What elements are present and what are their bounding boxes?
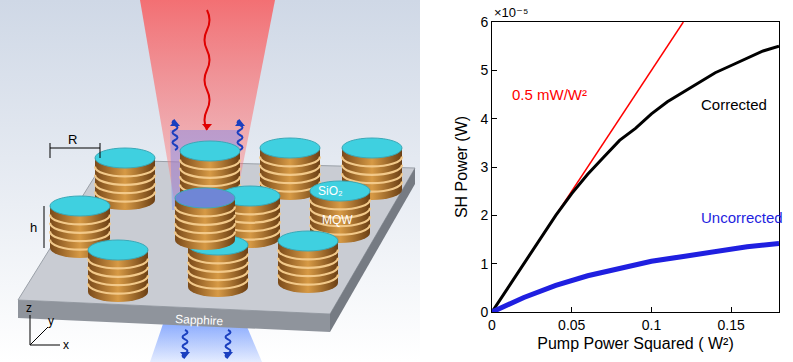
svg-text:z: z xyxy=(26,301,32,315)
svg-text:6: 6 xyxy=(480,14,488,30)
svg-text:h: h xyxy=(30,220,37,235)
svg-text:Corrected: Corrected xyxy=(701,96,767,113)
svg-text:1: 1 xyxy=(480,256,488,272)
svg-text:x: x xyxy=(63,338,69,352)
svg-text:Sapphire: Sapphire xyxy=(175,312,224,328)
svg-text:Pump Power Squared ( W²): Pump Power Squared ( W²) xyxy=(537,335,734,352)
svg-text:5: 5 xyxy=(480,62,488,78)
svg-text:SiO₂: SiO₂ xyxy=(318,184,343,198)
svg-text:MQW: MQW xyxy=(322,213,353,227)
svg-text:2: 2 xyxy=(480,207,488,223)
svg-text:SH Power (W): SH Power (W) xyxy=(453,116,470,218)
svg-text:×10⁻⁵: ×10⁻⁵ xyxy=(494,5,528,20)
svg-text:R: R xyxy=(68,132,77,147)
svg-text:0.5 mW/W²: 0.5 mW/W² xyxy=(512,86,587,103)
svg-text:y: y xyxy=(48,314,54,328)
svg-text:0.05: 0.05 xyxy=(558,317,585,333)
svg-text:4: 4 xyxy=(480,111,488,127)
svg-text:0: 0 xyxy=(480,304,488,320)
svg-text:0.1: 0.1 xyxy=(642,317,662,333)
svg-text:3: 3 xyxy=(480,159,488,175)
svg-text:0: 0 xyxy=(488,317,496,333)
svg-text:0.15: 0.15 xyxy=(718,317,745,333)
svg-text:Uncorrected: Uncorrected xyxy=(701,209,783,226)
